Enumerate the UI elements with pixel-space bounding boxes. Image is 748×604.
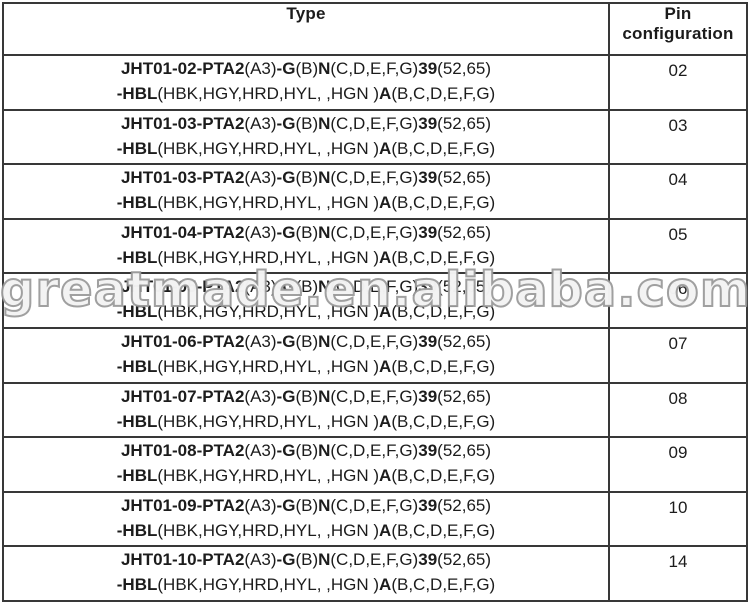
type-line-1: JHT01-02-PTA2(A3)-G(B)N(C,D,E,F,G)39(52,…: [120, 59, 492, 78]
table-body: JHT01-02-PTA2(A3)-G(B)N(C,D,E,F,G)39(52,…: [2, 54, 748, 602]
pin-value: 09: [668, 443, 688, 463]
pin-configuration-column-header: Pin configuration: [608, 2, 748, 56]
table-row: JHT01-10-PTA2(A3)-G(B)N(C,D,E,F,G)39(52,…: [2, 545, 748, 602]
pin-value: 07: [668, 333, 688, 353]
table-row: JHT01-05-PTA2(A3)-G(B)N(C,D,E,F,G)39(52,…: [2, 272, 748, 329]
type-cell: JHT01-08-PTA2(A3)-G(B)N(C,D,E,F,G)39(52,…: [2, 436, 610, 493]
table-row: JHT01-08-PTA2(A3)-G(B)N(C,D,E,F,G)39(52,…: [2, 436, 748, 493]
table-row: JHT01-06-PTA2(A3)-G(B)N(C,D,E,F,G)39(52,…: [2, 326, 748, 384]
type-line-2: -HBL(HBK,HGY,HRD,HYL, ,HGN )A(B,C,D,E,F,…: [116, 466, 496, 486]
type-line-2: -HBL(HBK,HGY,HRD,HYL, ,HGN )A(B,C,D,E,F,…: [116, 193, 496, 213]
type-cell: JHT01-10-PTA2(A3)-G(B)N(C,D,E,F,G)39(52,…: [2, 545, 610, 602]
pin-value: 03: [668, 115, 688, 135]
table-row: JHT01-09-PTA2(A3)-G(B)N(C,D,E,F,G)39(52,…: [2, 490, 748, 548]
pin-cell: 02: [608, 54, 748, 111]
header-row: Type Pin configuration: [2, 2, 748, 56]
type-cell: JHT01-04-PTA2(A3)-G(B)N(C,D,E,F,G)39(52,…: [2, 217, 610, 275]
pin-value: 05: [668, 224, 688, 244]
table-row: JHT01-07-PTA2(A3)-G(B)N(C,D,E,F,G)39(52,…: [2, 381, 748, 439]
pin-cell: 09: [608, 436, 748, 493]
type-line-1: JHT01-08-PTA2(A3)-G(B)N(C,D,E,F,G)39(52,…: [120, 441, 492, 461]
pin-cell: 14: [608, 545, 748, 602]
pin-value: 02: [668, 61, 688, 80]
type-line-2: -HBL(HBK,HGY,HRD,HYL, ,HGN )A(B,C,D,E,F,…: [116, 247, 496, 267]
type-line-1: JHT01-05-PTA2(A3)-G(B)N(C,D,E,F,G)39(52,…: [120, 277, 492, 297]
type-line-1: JHT01-07-PTA2(A3)-G(B)N(C,D,E,F,G)39(52,…: [120, 386, 492, 406]
pin-value: 04: [668, 170, 688, 190]
pin-cell: 07: [608, 326, 748, 384]
table-row: JHT01-02-PTA2(A3)-G(B)N(C,D,E,F,G)39(52,…: [2, 54, 748, 111]
pin-value: 14: [668, 552, 688, 572]
pin-value: 08: [668, 388, 688, 408]
type-line-1: JHT01-04-PTA2(A3)-G(B)N(C,D,E,F,G)39(52,…: [120, 222, 492, 242]
pin-cell: 06: [608, 272, 748, 329]
pin-cell: 03: [608, 108, 748, 166]
type-cell: JHT01-03-PTA2(A3)-G(B)N(C,D,E,F,G)39(52,…: [2, 163, 610, 220]
type-line-2: -HBL(HBK,HGY,HRD,HYL, ,HGN )A(B,C,D,E,F,…: [116, 84, 496, 103]
type-line-1: JHT01-10-PTA2(A3)-G(B)N(C,D,E,F,G)39(52,…: [120, 550, 492, 570]
pin-cell: 05: [608, 217, 748, 275]
type-line-2: -HBL(HBK,HGY,HRD,HYL, ,HGN )A(B,C,D,E,F,…: [116, 520, 496, 540]
type-line-2: -HBL(HBK,HGY,HRD,HYL, ,HGN )A(B,C,D,E,F,…: [116, 302, 496, 322]
type-line-1: JHT01-03-PTA2(A3)-G(B)N(C,D,E,F,G)39(52,…: [120, 113, 492, 133]
type-cell: JHT01-02-PTA2(A3)-G(B)N(C,D,E,F,G)39(52,…: [2, 54, 610, 111]
type-cell: JHT01-09-PTA2(A3)-G(B)N(C,D,E,F,G)39(52,…: [2, 490, 610, 548]
type-line-2: -HBL(HBK,HGY,HRD,HYL, ,HGN )A(B,C,D,E,F,…: [116, 138, 496, 158]
type-line-2: -HBL(HBK,HGY,HRD,HYL, ,HGN )A(B,C,D,E,F,…: [116, 411, 496, 431]
type-line-2: -HBL(HBK,HGY,HRD,HYL, ,HGN )A(B,C,D,E,F,…: [116, 575, 496, 595]
table-row: JHT01-04-PTA2(A3)-G(B)N(C,D,E,F,G)39(52,…: [2, 217, 748, 275]
pin-value: 10: [668, 497, 688, 517]
type-line-2: -HBL(HBK,HGY,HRD,HYL, ,HGN )A(B,C,D,E,F,…: [116, 356, 496, 376]
type-cell: JHT01-03-PTA2(A3)-G(B)N(C,D,E,F,G)39(52,…: [2, 108, 610, 166]
pin-value: 06: [668, 279, 688, 299]
table-row: JHT01-03-PTA2(A3)-G(B)N(C,D,E,F,G)39(52,…: [2, 163, 748, 220]
type-column-header: Type: [2, 2, 610, 56]
type-line-1: JHT01-03-PTA2(A3)-G(B)N(C,D,E,F,G)39(52,…: [120, 168, 492, 188]
pin-cell: 10: [608, 490, 748, 548]
pin-cell: 04: [608, 163, 748, 220]
type-cell: JHT01-05-PTA2(A3)-G(B)N(C,D,E,F,G)39(52,…: [2, 272, 610, 329]
type-line-1: JHT01-06-PTA2(A3)-G(B)N(C,D,E,F,G)39(52,…: [120, 331, 492, 351]
table-row: JHT01-03-PTA2(A3)-G(B)N(C,D,E,F,G)39(52,…: [2, 108, 748, 166]
pin-cell: 08: [608, 381, 748, 439]
type-line-1: JHT01-09-PTA2(A3)-G(B)N(C,D,E,F,G)39(52,…: [120, 495, 492, 515]
type-cell: JHT01-07-PTA2(A3)-G(B)N(C,D,E,F,G)39(52,…: [2, 381, 610, 439]
type-cell: JHT01-06-PTA2(A3)-G(B)N(C,D,E,F,G)39(52,…: [2, 326, 610, 384]
